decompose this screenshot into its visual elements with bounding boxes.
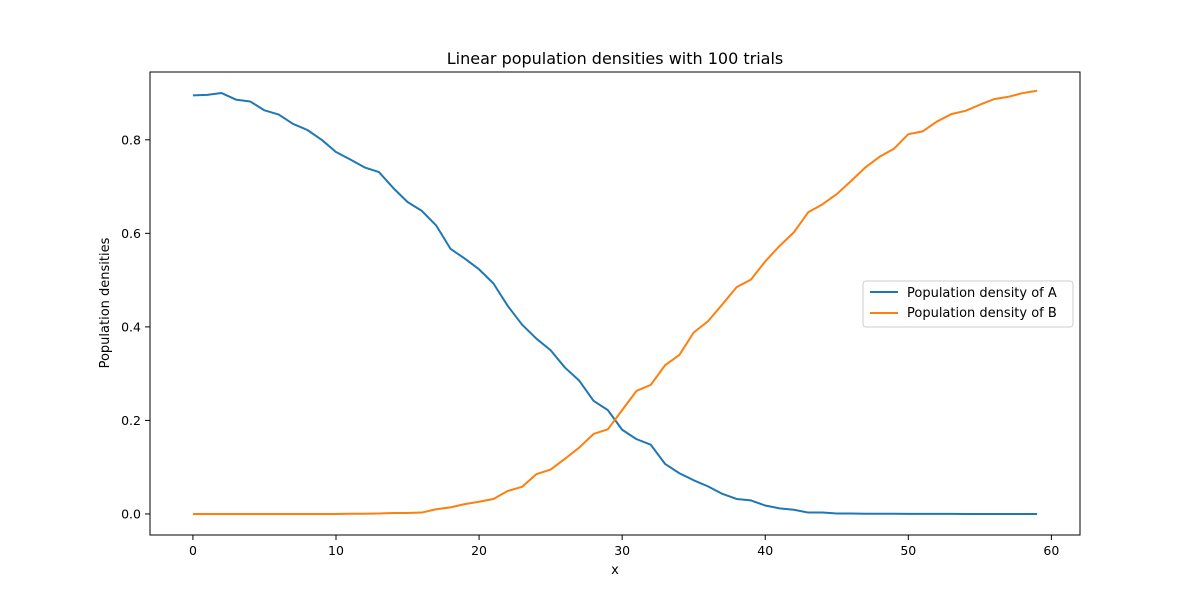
series-line-b: [192, 89, 1038, 515]
x-tick-label: 30: [614, 543, 630, 558]
y-tick-label: 0.4: [121, 319, 141, 334]
y-tick-label: 0.6: [121, 226, 141, 241]
x-tick-label: 40: [757, 543, 773, 558]
y-tick-label: 0.8: [121, 132, 141, 147]
x-tick-label: 20: [471, 543, 487, 558]
plot-frame: [149, 71, 1081, 536]
y-tick-label: 0.0: [121, 506, 141, 521]
x-axis-label: x: [611, 563, 619, 578]
axes-layer: 0 10 20 30 40 50 60 0.0 0.2 0.4 0.6 0.8: [121, 132, 1059, 558]
chart-title: Linear population densities with 100 tri…: [447, 49, 783, 68]
legend: Population density of A Population densi…: [862, 280, 1074, 328]
x-tick-label: 10: [328, 543, 344, 558]
legend-label-b: Population density of B: [907, 306, 1057, 321]
x-tick-label: 0: [189, 543, 197, 558]
x-tick-label: 60: [1043, 543, 1059, 558]
y-tick-label: 0.2: [121, 413, 141, 428]
y-axis-label: Population densities: [98, 237, 113, 368]
legend-box: [862, 280, 1074, 328]
legend-label-a: Population density of A: [907, 286, 1057, 301]
series-layer: [192, 89, 1038, 515]
x-tick-label: 50: [900, 543, 916, 558]
